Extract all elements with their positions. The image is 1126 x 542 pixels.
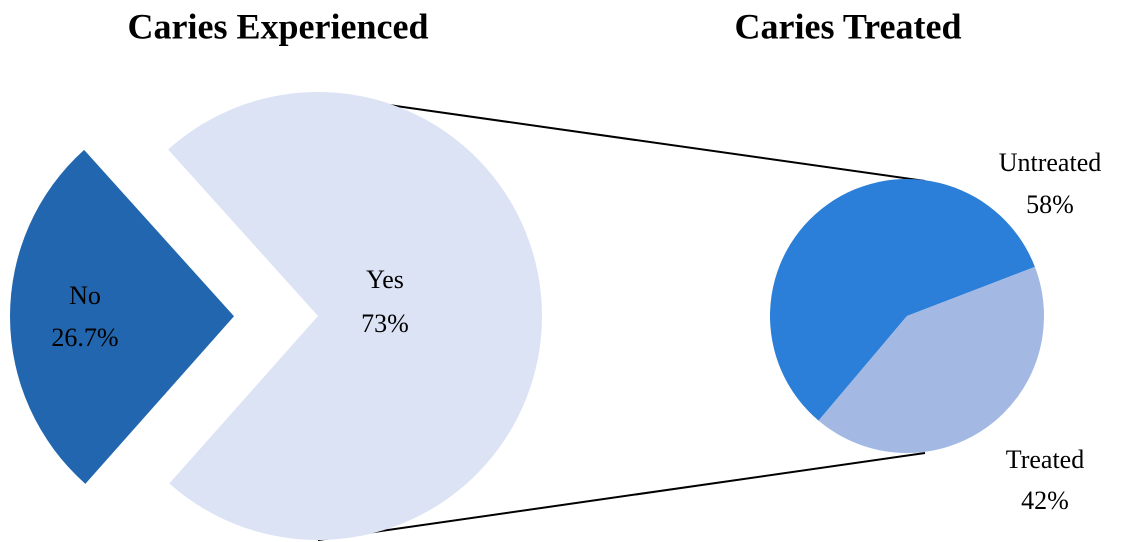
connector-line: [317, 94, 926, 182]
connector-line: [317, 452, 926, 541]
slice-label: Yes: [366, 265, 404, 294]
slice-value-label: 26.7%: [51, 323, 118, 352]
pie-slice: [10, 149, 235, 484]
chart-title: Caries Experienced: [128, 6, 429, 46]
slice-value-label: 42%: [1021, 486, 1069, 515]
chart-title: Caries Treated: [735, 6, 962, 46]
slice-label: Treated: [1006, 445, 1084, 474]
slice-value-label: 58%: [1026, 190, 1074, 219]
pie-slice: [818, 266, 1044, 453]
slice-label: No: [69, 281, 101, 310]
pie-slice: [770, 178, 1035, 421]
slice-value-label: 73%: [361, 309, 409, 338]
pie-slice: [168, 91, 542, 541]
slice-label: Untreated: [999, 148, 1102, 177]
